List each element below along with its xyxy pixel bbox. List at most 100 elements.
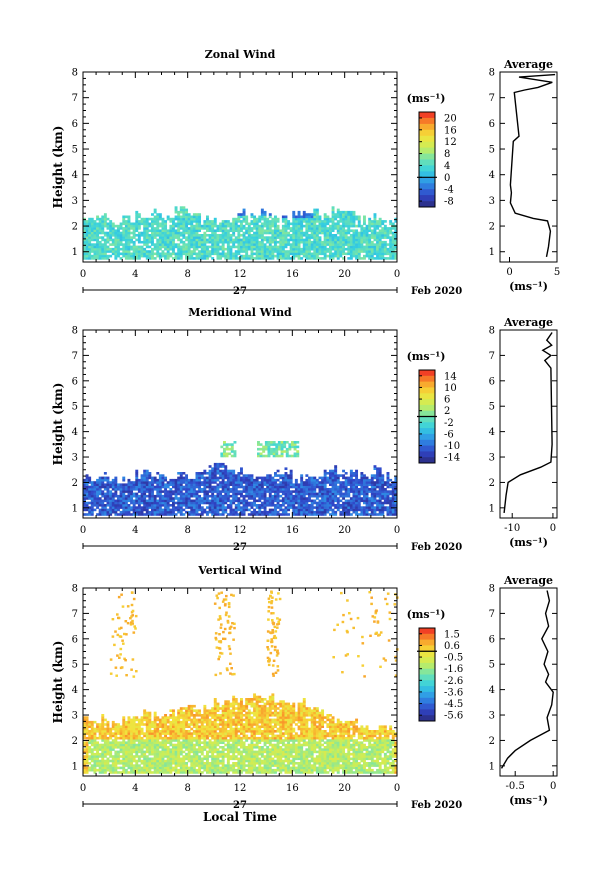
heatmap-cell: [83, 716, 86, 719]
heatmap-cell: [242, 250, 246, 253]
heatmap-cell: [88, 741, 92, 744]
heatmap-cell: [96, 215, 100, 219]
heatmap-cell: [284, 236, 288, 239]
heatmap-cell: [140, 723, 144, 726]
heatmap-cell: [294, 222, 298, 226]
heatmap-cell: [274, 215, 277, 219]
heatmap-cell: [355, 488, 359, 491]
heatmap-cell: [98, 240, 102, 244]
heatmap-cell: [271, 494, 275, 498]
heatmap-cell: [276, 245, 280, 249]
heatmap-cell: [274, 217, 277, 221]
heatmap-cell: [208, 488, 212, 491]
heatmap-cell: [213, 220, 217, 223]
colorbar-tick-label: 0: [444, 173, 450, 184]
heatmap-cell: [247, 257, 251, 260]
heatmap-cell: [185, 208, 189, 212]
heatmap-cell: [137, 718, 141, 722]
heatmap-cell: [258, 215, 262, 219]
heatmap-cell: [297, 220, 301, 223]
heatmap-cell: [101, 725, 105, 728]
y-tick-label: 1: [72, 503, 78, 514]
heatmap-cell: [140, 720, 144, 724]
heatmap-cell: [349, 222, 353, 226]
heatmap-cell: [195, 217, 199, 221]
heatmap-cell: [305, 240, 309, 244]
heatmap-cell: [363, 478, 366, 482]
heatmap-cell: [302, 490, 306, 493]
heatmap-cell: [232, 501, 236, 505]
heatmap-cell: [135, 501, 139, 505]
heatmap-cell: [93, 755, 97, 758]
heatmap-cell: [158, 483, 162, 486]
heatmap-cell: [263, 476, 267, 480]
heatmap-cell: [370, 252, 374, 256]
heatmap-cell: [101, 217, 105, 221]
heatmap-cell: [383, 231, 387, 235]
heatmap-cell: [148, 234, 152, 237]
x-tick-label: 4: [132, 525, 138, 536]
heatmap-cell: [240, 483, 243, 486]
heatmap-cell: [383, 227, 387, 230]
heatmap-cell: [119, 759, 123, 763]
heatmap-cell: [229, 499, 233, 503]
heatmap-cell: [360, 492, 364, 496]
heatmap-cell: [365, 227, 369, 230]
heatmap-cell: [263, 492, 267, 496]
heatmap-cell: [262, 445, 266, 449]
heatmap-cell: [237, 213, 241, 216]
heatmap-cell: [342, 231, 346, 235]
heatmap-cell: [373, 481, 377, 484]
heatmap-cell: [391, 488, 395, 491]
heatmap-cell: [289, 485, 293, 489]
heatmap-cell: [140, 488, 144, 491]
heatmap-cell: [336, 497, 340, 500]
heatmap-cell: [192, 478, 196, 482]
heatmap-cell: [255, 222, 259, 226]
heatmap-cell: [153, 716, 157, 719]
heatmap-cell: [153, 711, 157, 715]
heatmap-cell: [292, 224, 296, 228]
heatmap-cell: [284, 254, 288, 258]
heatmap-cell: [151, 478, 154, 482]
heatmap-cell: [182, 472, 186, 475]
heatmap-cell: [349, 485, 353, 489]
heatmap-cell: [148, 768, 152, 772]
heatmap-cell: [219, 494, 223, 498]
heatmap-cell: [302, 215, 306, 219]
heatmap-cell: [206, 490, 209, 493]
heatmap-cell: [347, 229, 351, 233]
heatmap-cell: [101, 224, 105, 228]
heatmap-cell: [363, 234, 366, 237]
heatmap-cell: [368, 238, 372, 242]
heatmap-cell: [148, 716, 152, 719]
heatmap-cell: [96, 252, 100, 256]
heatmap-cell: [192, 510, 196, 514]
heatmap-cell: [352, 483, 356, 486]
heatmap-cell: [321, 231, 325, 235]
heatmap-cell: [122, 750, 126, 754]
heatmap-cell: [270, 450, 274, 453]
heatmap-cell: [200, 476, 204, 480]
heatmap-cell: [90, 222, 94, 226]
heatmap-cell: [179, 508, 183, 512]
heatmap-cell: [383, 497, 387, 500]
heatmap-cell: [234, 510, 238, 514]
heatmap-cell: [357, 231, 361, 235]
heatmap-cell: [391, 234, 395, 237]
heatmap-cell: [250, 234, 254, 237]
heatmap-cell: [124, 723, 128, 726]
heatmap-cell: [334, 224, 338, 228]
heatmap-cell: [195, 504, 199, 507]
heatmap-cell: [294, 224, 298, 228]
heatmap-cell: [132, 488, 136, 491]
heatmap-cell: [132, 494, 136, 498]
heatmap-cell: [323, 220, 327, 223]
heatmap-cell: [352, 492, 356, 496]
heatmap-cell: [88, 494, 92, 498]
heatmap-cell: [203, 252, 207, 256]
heatmap-cell: [177, 229, 181, 233]
heatmap-cell: [192, 220, 196, 223]
heatmap-cell: [103, 513, 107, 516]
heatmap-cell: [250, 492, 254, 496]
